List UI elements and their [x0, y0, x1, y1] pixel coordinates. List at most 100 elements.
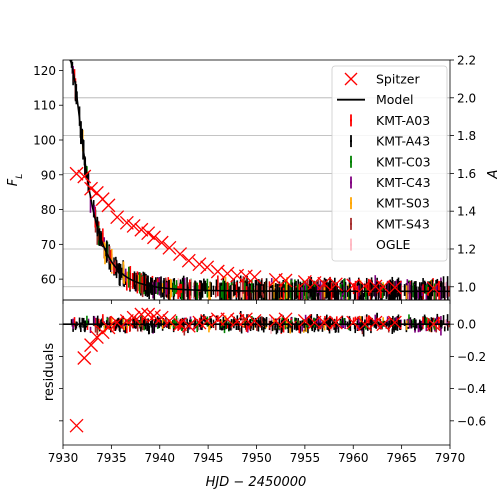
spitzer-x-stroke	[110, 210, 125, 225]
spitzer-point	[69, 166, 84, 181]
spitzer-x-stroke	[426, 281, 441, 296]
spitzer-residual-point	[119, 313, 134, 328]
legend-errorbar-point	[350, 140, 352, 143]
x-axis-label: HJD − 2450000	[206, 475, 307, 490]
spitzer-point	[77, 169, 92, 184]
y-tick-label-right: 1.6	[457, 167, 476, 181]
y-tick-label-left: 120	[33, 64, 56, 78]
spitzer-point	[119, 215, 134, 230]
spitzer-point	[210, 264, 225, 279]
y-tick-label-right: 1.2	[457, 242, 476, 256]
y-tick-label-left: 100	[33, 134, 56, 148]
x-tick-label: 7945	[193, 451, 224, 465]
y-tick-label-right: 2.0	[457, 91, 476, 105]
y-tick-label-left: 110	[33, 99, 56, 113]
spitzer-x-stroke	[317, 315, 332, 330]
spitzer-residual-point	[162, 313, 177, 328]
residual-tick-label: 0.0	[457, 318, 476, 332]
spitzer-residual-point	[247, 313, 262, 328]
spitzer-residual-point	[84, 338, 99, 353]
spitzer-residual-point	[173, 317, 188, 332]
spitzer-point	[247, 270, 262, 285]
legend-label: Model	[376, 92, 414, 107]
spitzer-residual-point	[317, 315, 332, 330]
x-tick-label: 7965	[386, 451, 417, 465]
spitzer-x-stroke	[181, 253, 196, 268]
legend-x-marker	[344, 72, 358, 86]
legend-errorbar-point	[350, 222, 352, 225]
spitzer-x-stroke	[376, 317, 391, 332]
spitzer-residual-point	[328, 315, 343, 330]
x-tick-label: 7955	[290, 451, 321, 465]
legend-label: KMT-C43	[376, 175, 431, 190]
spitzer-point	[101, 198, 116, 213]
spitzer-residual-point	[154, 310, 169, 325]
spitzer-x-stroke	[278, 273, 293, 288]
spitzer-x-stroke	[89, 330, 104, 345]
spitzer-x-stroke	[192, 257, 207, 272]
spitzer-x-stroke	[317, 276, 332, 291]
spitzer-x-stroke	[357, 279, 372, 294]
legend-label: KMT-A43	[376, 134, 430, 149]
spitzer-point	[317, 276, 332, 291]
spitzer-x-stroke	[357, 317, 372, 332]
legend-label: KMT-C03	[376, 154, 431, 169]
spitzer-x-stroke	[69, 166, 84, 181]
spitzer-x-stroke	[95, 325, 110, 340]
spitzer-x-stroke	[387, 280, 402, 295]
axis-ticks: 7930 7935 7940 7945 7950 7955 7960 7965 7970 60 70…	[33, 54, 486, 466]
spitzer-residual-point	[238, 312, 253, 327]
spitzer-point	[387, 280, 402, 295]
spitzer-x-stroke	[210, 264, 225, 279]
spitzer-point	[126, 218, 141, 233]
x-tick-label: 7940	[144, 451, 175, 465]
spitzer-residual-point	[210, 312, 225, 327]
spitzer-x-stroke	[181, 318, 196, 333]
residuals-axis-label: residuals	[42, 343, 57, 402]
legend-label: KMT-A03	[376, 113, 430, 128]
spitzer-x-stroke	[200, 260, 215, 275]
spitzer-point	[162, 240, 177, 255]
spitzer-x-stroke	[162, 313, 177, 328]
residual-tick-label: −0.2	[457, 350, 486, 364]
spitzer-residual-point	[101, 320, 116, 335]
spitzer-x-stroke	[119, 313, 134, 328]
y-tick-label-left: 80	[41, 203, 56, 217]
spitzer-point	[220, 266, 235, 281]
x-tick-label: 7950	[241, 451, 272, 465]
spitzer-residual-point	[278, 312, 293, 327]
spitzer-x-stroke	[173, 317, 188, 332]
spitzer-x-stroke	[84, 338, 99, 353]
spitzer-residual-point	[181, 318, 196, 333]
spitzer-x-stroke	[141, 307, 156, 322]
spitzer-x-stroke	[126, 310, 141, 325]
spitzer-x-stroke	[210, 312, 225, 327]
legend-entry-kmt-a43: KMT-A43	[350, 134, 430, 149]
legend-entry-kmt-c43: KMT-C43	[350, 175, 431, 190]
spitzer-x-stroke	[101, 320, 116, 335]
spitzer-point	[84, 181, 99, 196]
y-tick-label-left: 90	[41, 168, 56, 182]
spitzer-x-stroke	[126, 218, 141, 233]
spitzer-point	[146, 230, 161, 245]
legend-entry-kmt-a03: KMT-A03	[350, 113, 430, 128]
spitzer-x-stroke	[134, 222, 149, 237]
spitzer-x-stroke	[238, 312, 253, 327]
y-tick-label-left: 70	[41, 238, 56, 252]
spitzer-point	[154, 235, 169, 250]
legend-errorbar-point	[350, 160, 352, 163]
spitzer-x-stroke	[77, 169, 92, 184]
legend-errorbar-point	[350, 119, 352, 122]
legend-label: KMT-S43	[376, 216, 430, 231]
spitzer-x-stroke	[154, 235, 169, 250]
spitzer-x-stroke	[247, 270, 262, 285]
x-tick-label: 7930	[48, 451, 79, 465]
spitzer-x-stroke	[368, 315, 383, 330]
y-tick-label-right: 2.2	[457, 54, 476, 68]
x-tick-label: 7960	[338, 451, 369, 465]
spitzer-point	[181, 253, 196, 268]
spitzer-residual-point	[141, 307, 156, 322]
legend-box	[331, 65, 448, 262]
x-tick-label: 7970	[435, 451, 466, 465]
top-spitzer-markers	[69, 166, 441, 296]
